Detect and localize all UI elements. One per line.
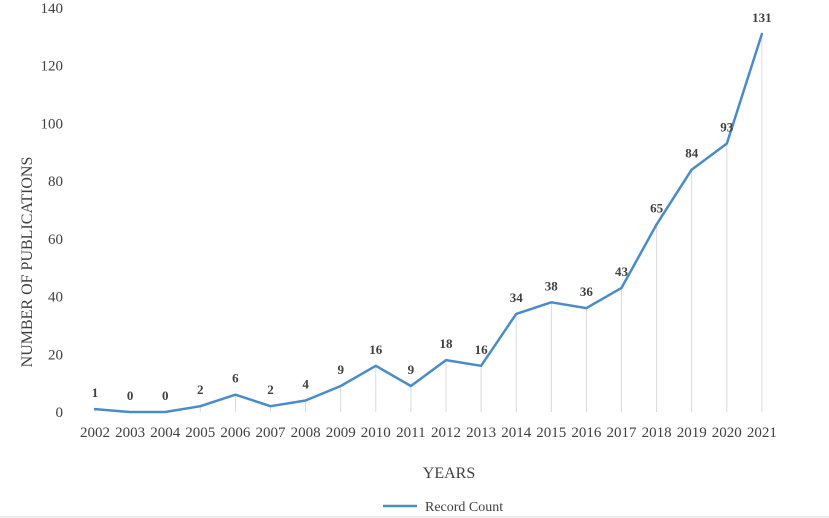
x-tick-label: 2017 <box>607 425 638 441</box>
y-tick-label: 80 <box>48 174 63 190</box>
x-tick-label: 2018 <box>642 425 672 441</box>
data-label: 9 <box>337 362 344 377</box>
data-labels: 1 0 0 2 6 2 4 9 16 9 18 16 34 38 36 43 65 84 93 131 <box>92 10 772 403</box>
y-tick-label: 40 <box>48 290 63 306</box>
data-label: 93 <box>720 120 734 135</box>
x-tick-label: 2006 <box>220 425 251 441</box>
x-tick-label: 2009 <box>326 425 356 441</box>
data-label: 1 <box>92 385 99 400</box>
data-label: 65 <box>650 200 664 215</box>
x-tick-label: 2011 <box>396 425 425 441</box>
drop-lines <box>94 33 763 412</box>
legend-label-record-count: Record Count <box>425 500 503 515</box>
x-tick-label: 2007 <box>256 425 287 441</box>
data-label: 131 <box>752 10 772 25</box>
data-label: 16 <box>475 342 489 357</box>
y-tick-label: 140 <box>41 1 64 17</box>
y-tick-label: 100 <box>41 116 64 132</box>
y-tick-label: 0 <box>56 405 64 421</box>
data-label: 4 <box>302 376 309 391</box>
data-label: 0 <box>162 388 169 403</box>
data-label: 9 <box>408 362 415 377</box>
data-label: 18 <box>440 336 454 351</box>
data-label: 36 <box>580 284 594 299</box>
data-label: 16 <box>369 342 383 357</box>
y-tick-label: 20 <box>48 347 63 363</box>
data-label: 2 <box>267 382 274 397</box>
data-label: 84 <box>685 146 699 161</box>
series-line-record-count <box>93 32 764 414</box>
x-tick-label: 2013 <box>466 425 496 441</box>
data-label: 34 <box>510 290 524 305</box>
x-tick-label: 2004 <box>150 425 181 441</box>
x-tick-label: 2003 <box>115 425 145 441</box>
x-tick-label: 2005 <box>185 425 215 441</box>
y-axis-ticks: 0 20 40 60 80 100 120 140 <box>41 1 64 421</box>
y-tick-label: 60 <box>48 232 63 248</box>
legend: Record Count <box>383 500 503 515</box>
data-label: 2 <box>197 382 204 397</box>
x-axis-ticks: 2002 2003 2004 2005 2006 2007 2008 2009 2010 2011… <box>80 425 777 441</box>
data-label: 38 <box>545 278 559 293</box>
x-tick-label: 2015 <box>536 425 566 441</box>
x-axis-title: YEARS <box>423 465 475 482</box>
x-tick-label: 2019 <box>677 425 707 441</box>
x-tick-label: 2012 <box>431 425 461 441</box>
x-tick-label: 2021 <box>747 425 777 441</box>
x-tick-label: 2008 <box>291 425 321 441</box>
x-tick-label: 2010 <box>361 425 391 441</box>
x-tick-label: 2002 <box>80 425 110 441</box>
x-tick-label: 2020 <box>712 425 742 441</box>
y-axis-title: NUMBER OF PUBLICATIONS <box>19 157 36 368</box>
y-tick-label: 120 <box>41 59 64 75</box>
x-tick-label: 2016 <box>571 425 602 441</box>
x-tick-label: 2014 <box>501 425 532 441</box>
data-label: 6 <box>232 371 239 386</box>
data-label: 43 <box>615 264 629 279</box>
data-label: 0 <box>127 388 134 403</box>
